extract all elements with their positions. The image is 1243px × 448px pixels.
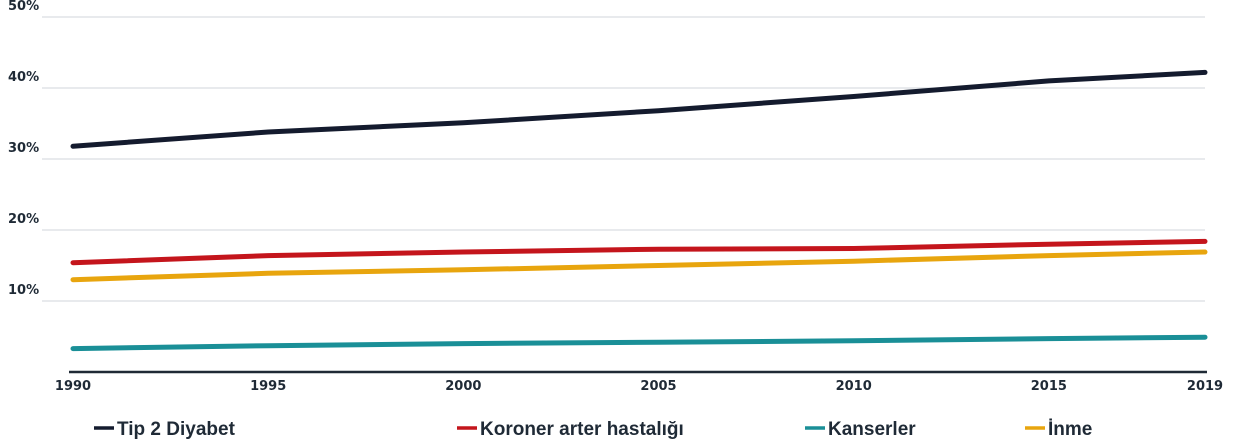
x-tick-label: 1990: [55, 379, 91, 394]
legend-label: Koroner arter hastalığı: [480, 419, 684, 440]
x-tick-label: 1995: [250, 379, 286, 394]
series-line: [70, 249, 1208, 283]
x-axis-tick-labels: 1990 1995 2000 2005 2010 2015 2019: [55, 379, 1223, 394]
series-line: [70, 238, 1208, 266]
y-axis-tick-labels: 10% 20% 30% 40% 50%: [8, 0, 39, 298]
y-tick-label: 10%: [8, 283, 39, 298]
series-line: [70, 334, 1208, 352]
legend-label: Kanserler: [828, 419, 916, 440]
legend-label: Tip 2 Diyabet: [117, 419, 236, 440]
series-lines: [70, 69, 1208, 352]
y-tick-label: 30%: [8, 141, 39, 156]
legend: Tip 2 Diyabet Koroner arter hastalığı Kans…: [94, 419, 1092, 440]
legend-label: İnme: [1048, 419, 1092, 440]
gridlines: [42, 16, 1205, 302]
legend-item: Tip 2 Diyabet: [94, 419, 236, 440]
y-tick-label: 40%: [8, 70, 39, 85]
y-tick-label: 20%: [8, 212, 39, 227]
series-line: [70, 69, 1208, 149]
x-tick-label: 2019: [1187, 379, 1223, 394]
y-tick-label: 50%: [8, 0, 39, 14]
legend-item: Koroner arter hastalığı: [457, 419, 684, 440]
x-tick-label: 2005: [640, 379, 676, 394]
legend-item: Kanserler: [805, 419, 916, 440]
x-tick-label: 2000: [445, 379, 481, 394]
x-tick-label: 2015: [1031, 379, 1067, 394]
x-tick-label: 2010: [836, 379, 872, 394]
legend-item: İnme: [1025, 419, 1092, 440]
